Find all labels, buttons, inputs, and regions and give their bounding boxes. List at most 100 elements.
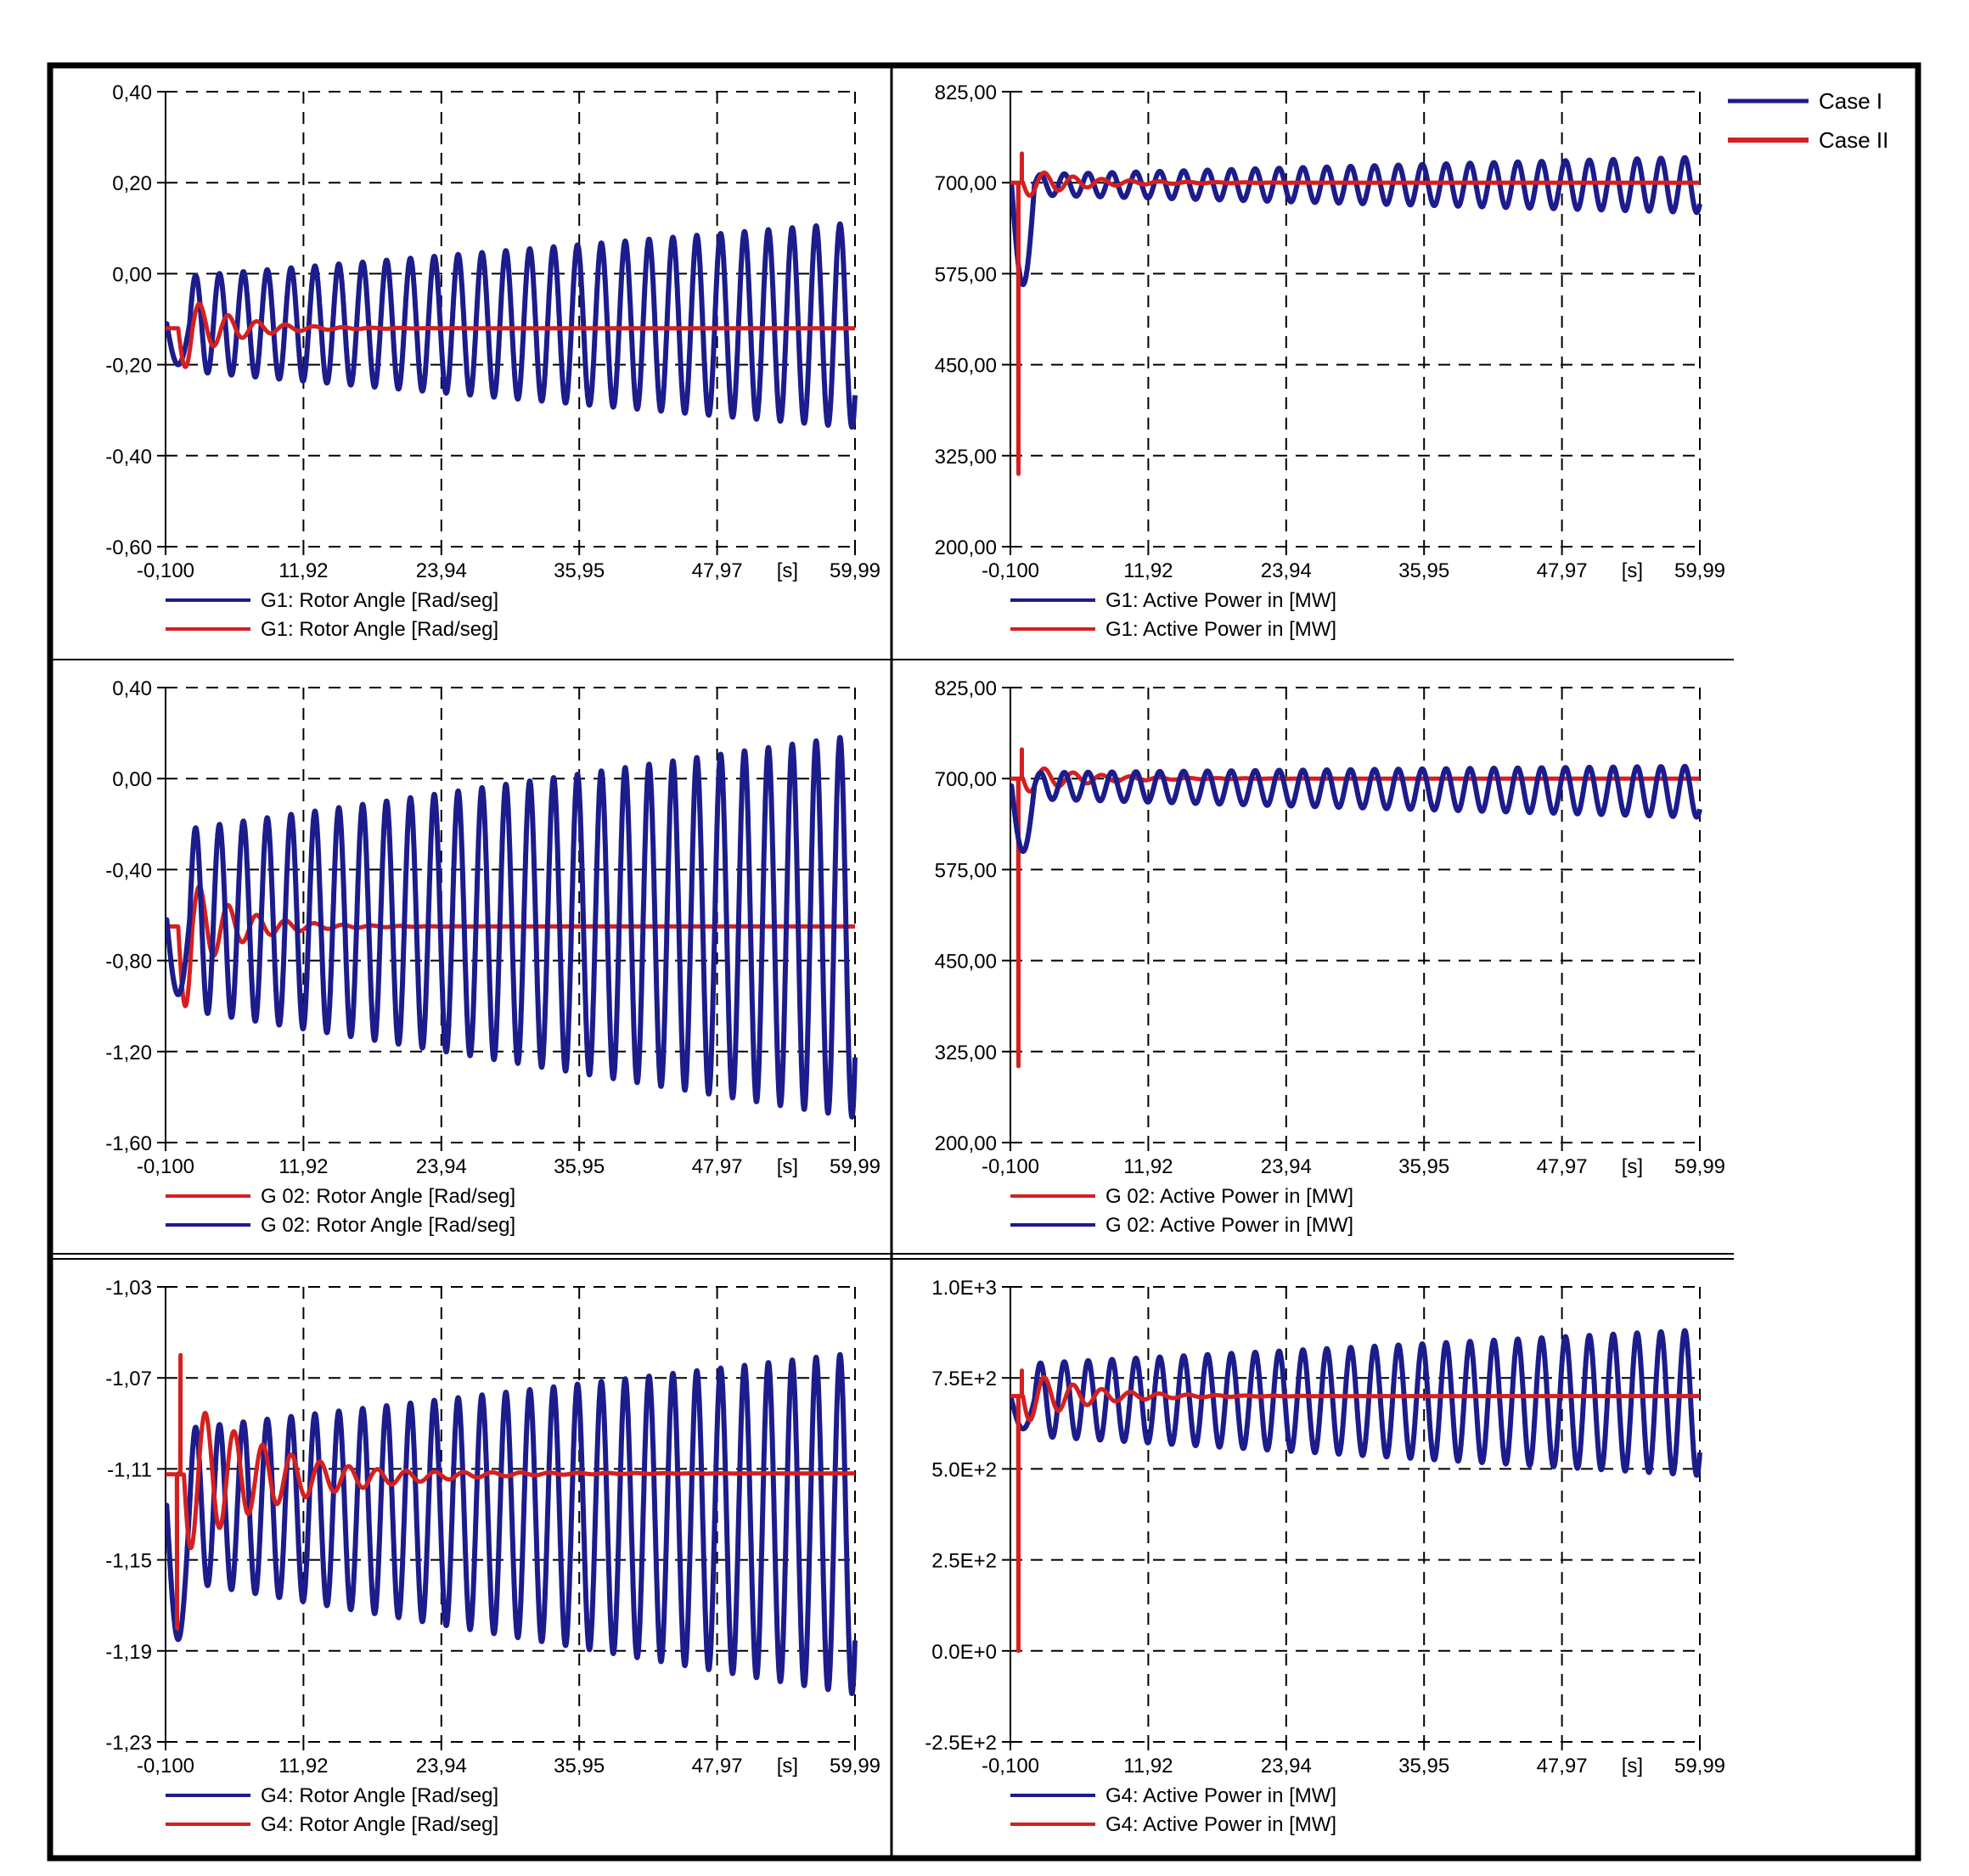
x-tick-label: -0,100 [982,559,1039,582]
y-tick-label: 575,00 [935,859,997,882]
y-tick-label: 5.0E+2 [931,1458,997,1481]
figure-frame [47,62,1921,1862]
x-axis-unit: [s] [1622,1155,1643,1178]
x-axis-unit: [s] [777,1155,798,1178]
series-line-case1 [1010,763,1702,854]
x-tick-label: -0,100 [982,1155,1039,1178]
y-tick-label: 700,00 [935,768,997,791]
x-axis-unit: [s] [1622,559,1643,582]
x-tick-label: 11,92 [278,1155,328,1178]
y-tick-label: 575,00 [935,263,997,286]
x-tick-label: 59,99 [1674,559,1725,582]
series-line-case2 [166,1352,858,1631]
y-tick-label: 7.5E+2 [931,1368,997,1390]
y-tick-label: 0,00 [112,263,152,286]
y-tick-label: 0.0E+0 [931,1641,997,1664]
x-tick-label: 47,97 [692,1755,743,1778]
x-tick-label: -0,100 [137,1755,194,1778]
x-tick-label: 47,97 [1537,1155,1588,1178]
legend-label: G1: Active Power in [MW] [1105,618,1336,641]
y-tick-label: -1,15 [105,1550,152,1573]
x-tick-label: 23,94 [416,1755,467,1778]
y-tick-label: 0,00 [112,768,152,791]
x-tick-label: 35,95 [1398,1155,1449,1178]
chart-panels: -0,60 -0,40 -0,20 0,00 0,20 0,40 -0,100 11,92 23… [105,81,1725,1836]
x-tick-label: 59,99 [1674,1755,1725,1778]
y-tick-label: -1,60 [105,1132,152,1155]
y-tick-label: -1,07 [105,1368,152,1390]
y-tick-label: -0,40 [105,446,152,469]
x-tick-label: 59,99 [1674,1155,1725,1178]
x-tick-label: 35,95 [554,1155,605,1178]
x-tick-label: 23,94 [1261,1155,1312,1178]
x-tick-label: 59,99 [830,559,880,582]
x-tick-label: -0,100 [137,1155,194,1178]
y-tick-label: -1,23 [105,1732,152,1755]
chart-g2-power: 200,00 325,00 450,00 575,00 700,00 825,00 -0,1… [935,677,1725,1237]
x-tick-label: 11,92 [1123,1155,1173,1178]
y-tick-label: -0,40 [105,859,152,882]
legend-label: G4: Rotor Angle [Rad/seg] [261,1784,498,1807]
y-tick-label: -1,03 [105,1277,152,1300]
x-tick-label: 47,97 [692,1155,743,1178]
legend-case2-label: Case II [1819,127,1888,153]
y-tick-label: 825,00 [935,677,997,700]
x-axis-unit: [s] [777,1755,798,1778]
y-tick-label: 450,00 [935,951,997,974]
x-tick-label: 35,95 [554,559,605,582]
chart-g1-power: 200,00 325,00 450,00 575,00 700,00 825,00 -0,1… [935,81,1725,641]
y-tick-label: 200,00 [935,536,997,559]
x-tick-label: 23,94 [416,1155,467,1178]
legend-label: G4: Rotor Angle [Rad/seg] [261,1813,498,1836]
legend-label: G 02: Rotor Angle [Rad/seg] [261,1214,515,1237]
y-tick-label: 2.5E+2 [931,1550,997,1573]
y-tick-label: 825,00 [935,81,997,104]
series-line-case2 [1010,151,1702,476]
y-tick-label: 700,00 [935,172,997,195]
x-tick-label: -0,100 [982,1755,1039,1778]
legend-label: G4: Active Power in [MW] [1105,1813,1336,1836]
legend-label: G 02: Active Power in [MW] [1105,1185,1353,1208]
x-tick-label: 35,95 [1398,559,1449,582]
x-tick-label: 59,99 [830,1155,880,1178]
x-tick-label: 11,92 [278,1755,328,1778]
y-tick-label: -1,20 [105,1042,152,1064]
series-line-case1 [166,734,858,1120]
x-tick-label: 11,92 [1123,559,1173,582]
outer-border [47,62,1921,1862]
x-tick-label: 47,97 [1537,1755,1588,1778]
x-tick-label: 23,94 [1261,559,1312,582]
series-line-case1 [1010,154,1702,288]
x-tick-label: 23,94 [1261,1755,1312,1778]
x-tick-label: 11,92 [278,559,328,582]
global-legend: Case I Case II [1728,88,1888,153]
y-tick-label: 200,00 [935,1132,997,1155]
x-axis-unit: [s] [777,559,798,582]
y-tick-label: -0,20 [105,355,152,378]
y-tick-label: 1.0E+3 [931,1277,997,1300]
y-tick-label: -0,80 [105,951,152,974]
x-axis-unit: [s] [1622,1755,1643,1778]
x-tick-label: 35,95 [554,1755,605,1778]
x-tick-label: 23,94 [416,559,467,582]
series-line-case1 [1010,1328,1702,1478]
y-tick-label: 0,40 [112,81,152,104]
legend-label: G 02: Rotor Angle [Rad/seg] [261,1185,515,1208]
y-tick-label: 0,20 [112,172,152,195]
series-line-case1 [166,1351,858,1696]
series-line-case1 [166,221,858,430]
legend-label: G1: Rotor Angle [Rad/seg] [261,618,498,641]
x-tick-label: 47,97 [1537,559,1588,582]
x-tick-label: -0,100 [137,559,194,582]
x-tick-label: 47,97 [692,559,743,582]
y-tick-label: -1,19 [105,1641,152,1664]
chart-g1-angle: -0,60 -0,40 -0,20 0,00 0,20 0,40 -0,100 11,92 23… [105,81,880,641]
x-tick-label: 35,95 [1398,1755,1449,1778]
chart-g4-power: -2.5E+2 0.0E+0 2.5E+2 5.0E+2 7.5E+2 1.0E+3 -0,… [925,1277,1725,1836]
legend-label: G1: Active Power in [MW] [1105,589,1336,612]
legend-case1-label: Case I [1819,88,1882,114]
y-tick-label: 325,00 [935,446,997,469]
x-tick-label: 11,92 [1123,1755,1173,1778]
y-tick-label: 0,40 [112,677,152,700]
